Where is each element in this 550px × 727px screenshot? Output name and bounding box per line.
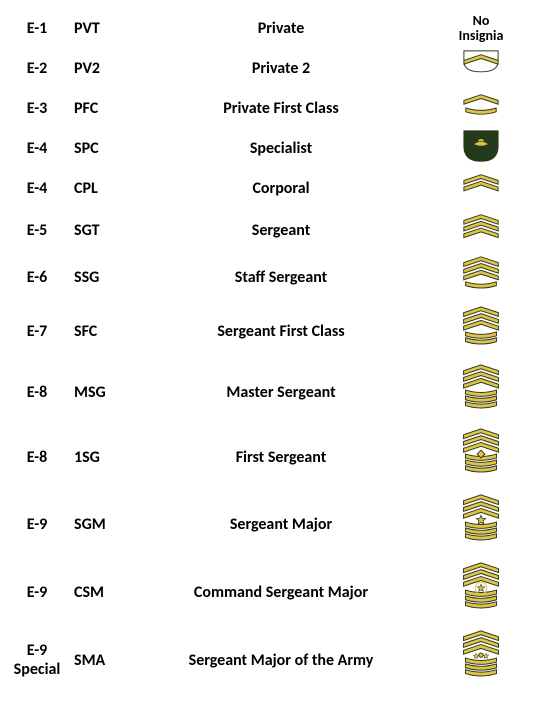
rank-row: E-9CSMCommand Sergeant Major (6, 558, 544, 626)
rank-title: First Sergeant (136, 448, 426, 467)
no-insignia-label: NoInsignia (459, 13, 504, 44)
rank-insignia (426, 491, 536, 557)
rank-abbreviation: PVT (68, 19, 136, 38)
pay-grade: E-4 (6, 139, 68, 158)
pay-grade: E-8 (6, 383, 68, 402)
rank-row: E-4CPLCorporal (6, 168, 544, 208)
rank-insignia (426, 89, 536, 127)
pay-grade: E-1 (6, 19, 68, 38)
rank-insignia (426, 169, 536, 207)
rank-insignia (426, 627, 536, 693)
rank-insignia (426, 253, 536, 301)
rank-abbreviation: MSG (68, 383, 136, 402)
rank-abbreviation: 1SG (68, 448, 136, 467)
rank-abbreviation: SFC (68, 322, 136, 341)
rank-abbreviation: SMA (68, 651, 136, 670)
rank-abbreviation: PV2 (68, 59, 136, 78)
rank-row: E-6SSGStaff Sergeant (6, 252, 544, 302)
pay-grade: E-4 (6, 179, 68, 198)
rank-title: Sergeant (136, 221, 426, 240)
pay-grade: E-8 (6, 448, 68, 467)
rank-insignia: NoInsignia (426, 13, 536, 44)
rank-title: Private First Class (136, 99, 426, 118)
rank-title: Sergeant First Class (136, 322, 426, 341)
rank-insignia (426, 209, 536, 251)
rank-insignia (426, 129, 536, 167)
rank-abbreviation: SGM (68, 515, 136, 534)
pay-grade: E-9Special (6, 641, 68, 679)
rank-row: E-4SPCSpecialist (6, 128, 544, 168)
pay-grade: E-7 (6, 322, 68, 341)
rank-title: Sergeant Major of the Army (136, 651, 426, 670)
rank-abbreviation: SPC (68, 139, 136, 158)
rank-title: Specialist (136, 139, 426, 158)
rank-abbreviation: CSM (68, 583, 136, 602)
rank-title: Staff Sergeant (136, 268, 426, 287)
rank-title: Corporal (136, 179, 426, 198)
rank-title: Private (136, 19, 426, 38)
rank-title: Sergeant Major (136, 515, 426, 534)
pay-grade: E-9 (6, 515, 68, 534)
rank-row: E-9SGMSergeant Major (6, 490, 544, 558)
pay-grade: E-5 (6, 221, 68, 240)
rank-row: E-2PV2Private 2 (6, 48, 544, 88)
rank-title: Private 2 (136, 59, 426, 78)
pay-grade: E-2 (6, 59, 68, 78)
rank-insignia (426, 49, 536, 87)
rank-row: E-5SGTSergeant (6, 208, 544, 252)
rank-insignia (426, 303, 536, 359)
rank-title: Master Sergeant (136, 383, 426, 402)
rank-row: E-3PFCPrivate First Class (6, 88, 544, 128)
rank-row: E-7SFCSergeant First Class (6, 302, 544, 360)
rank-abbreviation: SSG (68, 268, 136, 287)
rank-title: Command Sergeant Major (136, 583, 426, 602)
rank-table: E-1PVTPrivateNoInsigniaE-2PV2Private 2E-… (6, 8, 544, 694)
rank-abbreviation: PFC (68, 99, 136, 118)
rank-insignia (426, 425, 536, 489)
rank-insignia (426, 361, 536, 423)
rank-row: E-1PVTPrivate NoInsignia (6, 8, 544, 48)
rank-row: E-8MSGMaster Sergeant (6, 360, 544, 424)
rank-row: E-81SGFirst Sergeant (6, 424, 544, 490)
pay-grade: E-3 (6, 99, 68, 118)
pay-grade: E-6 (6, 268, 68, 287)
rank-abbreviation: CPL (68, 179, 136, 198)
rank-row: E-9SpecialSMASergeant Major of the Army (6, 626, 544, 694)
pay-grade: E-9 (6, 583, 68, 602)
rank-insignia (426, 559, 536, 625)
rank-abbreviation: SGT (68, 221, 136, 240)
